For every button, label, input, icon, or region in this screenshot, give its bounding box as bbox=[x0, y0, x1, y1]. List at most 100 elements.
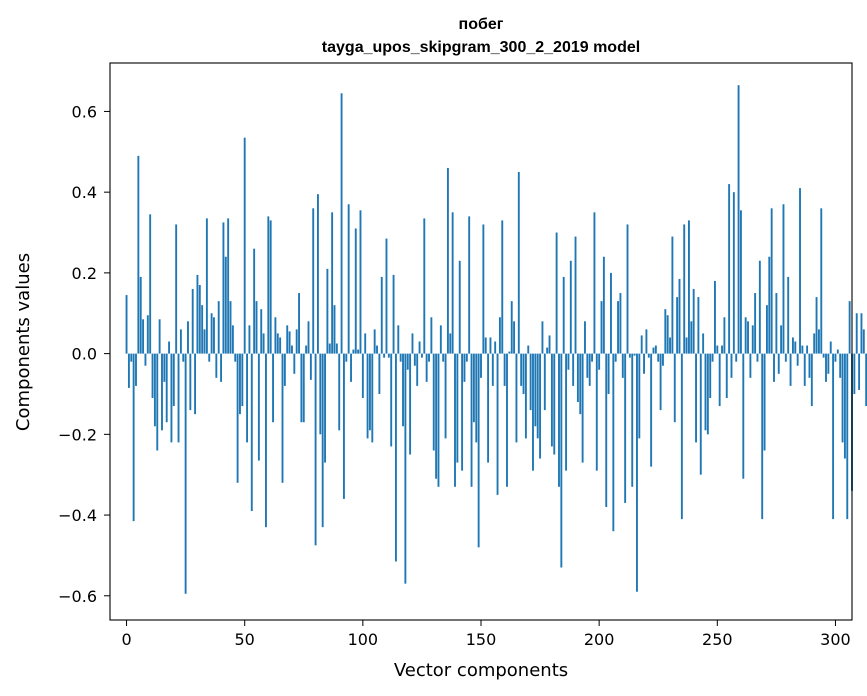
bar-292 bbox=[815, 297, 818, 354]
bar-170 bbox=[527, 345, 530, 354]
x-tick-label: 100 bbox=[348, 630, 379, 649]
bar-0 bbox=[125, 295, 128, 354]
bar-287 bbox=[803, 353, 806, 386]
bar-109 bbox=[383, 353, 386, 358]
bar-276 bbox=[777, 353, 780, 374]
bar-131 bbox=[435, 353, 438, 479]
y-tick-label: 0.4 bbox=[72, 183, 97, 202]
bar-73 bbox=[298, 293, 300, 354]
bar-86 bbox=[328, 343, 331, 354]
bar-75 bbox=[302, 353, 305, 423]
bar-8 bbox=[144, 353, 147, 366]
x-tick-label: 50 bbox=[235, 630, 255, 649]
bar-184 bbox=[560, 353, 563, 568]
bar-31 bbox=[198, 284, 201, 354]
bar-114 bbox=[394, 353, 397, 562]
bar-57 bbox=[260, 309, 263, 354]
bar-123 bbox=[416, 353, 419, 386]
bar-278 bbox=[782, 204, 785, 354]
bar-41 bbox=[222, 222, 225, 354]
bar-15 bbox=[161, 353, 163, 431]
bar-60 bbox=[267, 216, 270, 354]
bar-198 bbox=[593, 212, 596, 354]
bar-270 bbox=[763, 353, 766, 451]
bar-106 bbox=[376, 345, 378, 354]
bar-88 bbox=[333, 305, 336, 354]
bar-12 bbox=[153, 353, 156, 427]
bar-9 bbox=[146, 315, 149, 354]
bar-6 bbox=[139, 276, 142, 354]
bar-29 bbox=[194, 353, 197, 415]
bar-154 bbox=[489, 337, 492, 354]
bar-289 bbox=[808, 353, 811, 378]
bar-32 bbox=[201, 305, 204, 354]
bar-257 bbox=[732, 192, 735, 354]
bar-96 bbox=[352, 349, 355, 354]
bar-26 bbox=[187, 321, 189, 354]
bar-11 bbox=[151, 353, 154, 399]
bar-94 bbox=[347, 204, 350, 354]
bar-178 bbox=[546, 347, 549, 354]
bar-70 bbox=[291, 345, 293, 354]
bar-144 bbox=[465, 353, 468, 362]
bar-171 bbox=[529, 353, 532, 411]
bar-53 bbox=[250, 353, 253, 512]
bar-121 bbox=[411, 333, 414, 354]
bar-130 bbox=[432, 353, 435, 451]
bar-188 bbox=[569, 260, 572, 354]
y-tick-label: −0.4 bbox=[58, 506, 97, 525]
bar-185 bbox=[562, 276, 565, 354]
bar-173 bbox=[534, 353, 537, 427]
bar-126 bbox=[423, 218, 426, 354]
bar-148 bbox=[475, 353, 478, 443]
bar-2 bbox=[130, 353, 133, 362]
bar-175 bbox=[539, 353, 542, 459]
bar-221 bbox=[647, 353, 650, 358]
plot-frame bbox=[109, 62, 853, 621]
bars-layer bbox=[125, 85, 867, 594]
bar-152 bbox=[484, 337, 487, 354]
bar-177 bbox=[543, 353, 546, 411]
bar-274 bbox=[773, 353, 775, 382]
bar-180 bbox=[550, 353, 553, 447]
bar-211 bbox=[624, 353, 627, 503]
bar-128 bbox=[428, 353, 430, 362]
bar-79 bbox=[312, 208, 315, 354]
bar-176 bbox=[541, 321, 544, 354]
bar-136 bbox=[446, 167, 449, 354]
bar-306 bbox=[848, 301, 851, 354]
bar-232 bbox=[673, 353, 676, 423]
bar-124 bbox=[418, 341, 421, 354]
bar-95 bbox=[350, 353, 352, 382]
bar-271 bbox=[765, 305, 768, 354]
bar-99 bbox=[359, 210, 362, 354]
chart-subtitle: tayga_upos_skipgram_300_2_2019 model bbox=[322, 39, 640, 56]
bar-67 bbox=[283, 353, 286, 386]
bar-33 bbox=[203, 329, 206, 354]
bar-162 bbox=[508, 351, 511, 354]
bar-193 bbox=[581, 353, 584, 463]
bar-312 bbox=[862, 329, 865, 354]
bar-206 bbox=[612, 353, 615, 532]
bar-72 bbox=[295, 329, 298, 354]
bar-291 bbox=[813, 333, 816, 354]
bar-260 bbox=[739, 210, 742, 354]
bar-1 bbox=[127, 353, 130, 388]
bar-290 bbox=[810, 353, 813, 407]
bar-250 bbox=[716, 345, 719, 354]
bar-141 bbox=[458, 260, 461, 354]
bar-311 bbox=[860, 313, 863, 354]
bar-100 bbox=[361, 353, 364, 399]
bar-150 bbox=[480, 353, 482, 378]
bar-253 bbox=[723, 317, 726, 354]
bar-132 bbox=[437, 353, 440, 487]
bar-295 bbox=[822, 353, 825, 358]
bar-241 bbox=[695, 353, 697, 443]
bar-39 bbox=[217, 301, 220, 354]
bar-90 bbox=[338, 353, 341, 431]
bar-118 bbox=[404, 353, 407, 584]
bar-74 bbox=[300, 353, 303, 423]
bar-191 bbox=[576, 353, 579, 403]
bar-172 bbox=[532, 353, 534, 471]
bar-267 bbox=[756, 353, 759, 362]
